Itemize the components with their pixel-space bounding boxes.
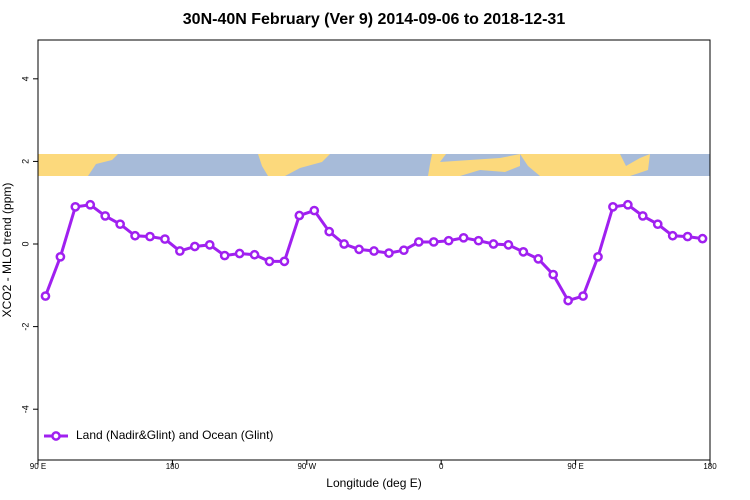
data-point: [563, 295, 573, 306]
data-point: [428, 237, 439, 247]
data-point: [145, 231, 155, 242]
data-point: [548, 269, 559, 280]
x-tick-label: 90 E: [30, 462, 46, 471]
data-point: [518, 247, 529, 257]
data-point: [652, 219, 663, 230]
data-point: [130, 230, 140, 241]
data-point: [593, 251, 603, 262]
data-point: [204, 239, 215, 250]
data-point: [309, 205, 320, 216]
y-tick-label: -2: [20, 323, 30, 331]
data-point: [623, 199, 633, 210]
data-point: [249, 249, 260, 260]
legend-label: Land (Nadir&Glint) and Ocean (Glint): [76, 428, 273, 442]
data-point: [279, 256, 290, 267]
data-point: [384, 248, 394, 258]
data-point: [85, 199, 96, 210]
data-point: [70, 201, 81, 212]
data-point: [697, 233, 708, 244]
data-point: [339, 239, 349, 249]
data-point: [578, 291, 588, 301]
data-point: [458, 232, 469, 243]
data-point: [175, 246, 185, 256]
data-point: [682, 231, 693, 242]
data-point: [55, 251, 66, 262]
data-point: [637, 211, 648, 221]
x-tick-label: 90 W: [297, 462, 316, 471]
data-point: [369, 246, 379, 256]
data-point: [160, 234, 170, 244]
data-point: [443, 235, 454, 246]
data-point: [608, 201, 618, 212]
y-axis-label: XCO2 - MLO trend (ppm): [0, 183, 14, 318]
data-point: [40, 291, 51, 301]
legend-marker: [51, 431, 61, 441]
data-point: [473, 235, 484, 246]
map-strip: [38, 154, 710, 176]
data-point: [399, 245, 409, 256]
data-point: [354, 244, 364, 255]
y-tick-label: 4: [20, 76, 30, 81]
data-point: [219, 250, 230, 261]
data-point: [115, 219, 125, 230]
data-point: [294, 210, 305, 221]
x-tick-label: 90 E: [567, 462, 583, 471]
data-point: [503, 239, 514, 250]
chart-title: 30N-40N February (Ver 9) 2014-09-06 to 2…: [183, 11, 566, 28]
data-point: [413, 237, 424, 247]
data-point: [234, 248, 245, 259]
x-axis-label: Longitude (deg E): [326, 476, 421, 490]
y-tick-label: 0: [20, 242, 30, 247]
data-point: [488, 239, 499, 249]
data-point: [533, 254, 544, 264]
x-tick-label: 180: [166, 462, 180, 471]
plot-frame: [37, 39, 711, 461]
x-tick-label: 180: [703, 462, 717, 471]
data-point: [189, 241, 200, 252]
y-tick-label: -4: [20, 405, 30, 413]
data-point: [324, 226, 335, 237]
data-point: [264, 256, 275, 267]
data-point: [667, 230, 678, 241]
x-tick-label: 0: [439, 462, 444, 471]
data-point: [100, 211, 111, 221]
y-tick-label: 2: [20, 159, 30, 164]
